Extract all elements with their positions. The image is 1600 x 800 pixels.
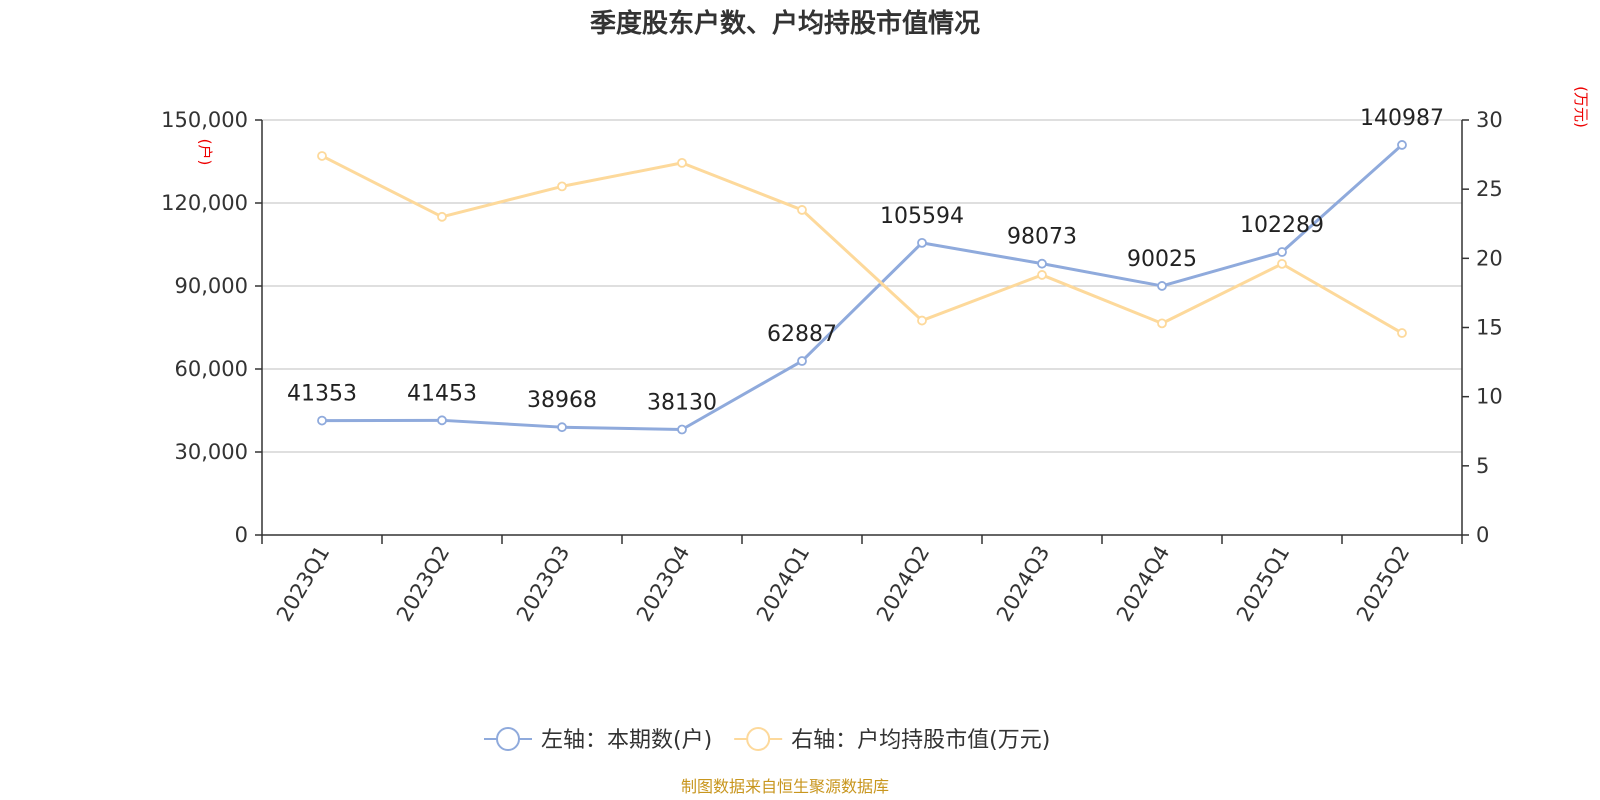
series-1-point: [1397, 328, 1407, 338]
data-label: 90025: [1127, 247, 1197, 272]
series-0-point: [557, 422, 567, 433]
right-tick-label: 20: [1476, 246, 1503, 270]
series-1-point: [1157, 318, 1167, 329]
x-tick-label: 2025Q2: [1352, 542, 1414, 626]
x-tick-label: 2024Q3: [992, 542, 1054, 626]
left-tick-label: 60,000: [175, 357, 248, 381]
series-1-point: [917, 315, 927, 326]
series-1-point: [557, 181, 567, 192]
legend-label: 右轴：户均持股市值(万元): [791, 728, 1050, 753]
series-1-point: [677, 157, 687, 168]
series-lines: [317, 140, 1407, 435]
data-label: 102289: [1240, 213, 1324, 238]
x-tick-label: 2023Q4: [632, 542, 694, 626]
right-tick-label: 0: [1476, 523, 1489, 547]
legend-item-0[interactable]: 左轴：本期数(户): [484, 727, 712, 753]
x-tick-label: 2025Q1: [1232, 542, 1294, 626]
legend-item-1[interactable]: 右轴：户均持股市值(万元): [734, 727, 1050, 753]
series-0-point: [917, 237, 927, 248]
series-0-point: [437, 415, 447, 426]
x-tick-label: 2023Q3: [512, 542, 574, 626]
series-0-point: [1157, 281, 1167, 291]
right-tick-label: 15: [1476, 316, 1503, 340]
x-tick-label: 2024Q2: [872, 542, 934, 626]
right-tick-label: 30: [1476, 108, 1503, 132]
left-tick-label: 90,000: [175, 274, 248, 298]
left-tick-label: 30,000: [175, 440, 248, 464]
grid-lines: [262, 119, 1462, 453]
series-1-point: [437, 211, 447, 222]
legend-marker: [496, 727, 520, 751]
series-0-point: [1397, 140, 1407, 150]
x-tick-label: 2023Q2: [392, 542, 454, 626]
legend[interactable]: 左轴：本期数(户) 右轴：户均持股市值(万元): [484, 727, 1050, 753]
x-tick-label: 2024Q1: [752, 542, 814, 626]
left-tick-label: 150,000: [161, 108, 248, 132]
source-note: 制图数据来自恒生聚源数据库: [681, 777, 889, 796]
data-label: 98073: [1007, 225, 1077, 250]
legend-label: 左轴：本期数(户): [541, 728, 712, 753]
data-label: 38968: [527, 388, 597, 413]
axes: 0 30,000 60,000 90,000 120,000 150,000 0 5 10 15 2…: [161, 108, 1503, 626]
data-label: 140987: [1360, 106, 1444, 131]
data-label: 62887: [767, 322, 837, 347]
series-0-point: [677, 424, 687, 435]
left-tick-label: 120,000: [161, 191, 248, 215]
legend-marker: [746, 727, 771, 751]
series-line-1: [321, 154, 1403, 335]
x-tick-label: 2023Q1: [272, 542, 334, 626]
data-label: 41453: [407, 381, 477, 406]
series-0-point: [1037, 258, 1047, 269]
series-1-point: [1037, 270, 1047, 280]
data-label: 105594: [880, 204, 964, 229]
series-0-point: [1277, 247, 1287, 257]
chart-title: 季度股东户数、户均持股市值情况: [590, 8, 980, 39]
x-tick-label: 2024Q4: [1112, 542, 1174, 626]
series-0-point: [797, 356, 807, 366]
data-labels: 41353 41453 38968 38130 62887 105594 98073 9002…: [287, 106, 1444, 416]
right-tick-label: 25: [1476, 177, 1503, 201]
series-1-point: [797, 205, 807, 215]
left-axis-unit: (户): [196, 139, 214, 166]
series-line-0: [321, 143, 1403, 432]
left-tick-label: 0: [235, 523, 248, 547]
data-label: 41353: [287, 382, 357, 407]
series-0-point: [317, 415, 327, 426]
data-label: 38130: [647, 391, 717, 416]
right-tick-label: 10: [1476, 385, 1503, 409]
right-axis-unit: (万元): [1572, 86, 1590, 128]
series-1-point: [317, 151, 327, 161]
series-1-point: [1277, 258, 1287, 269]
right-tick-label: 5: [1476, 454, 1489, 478]
